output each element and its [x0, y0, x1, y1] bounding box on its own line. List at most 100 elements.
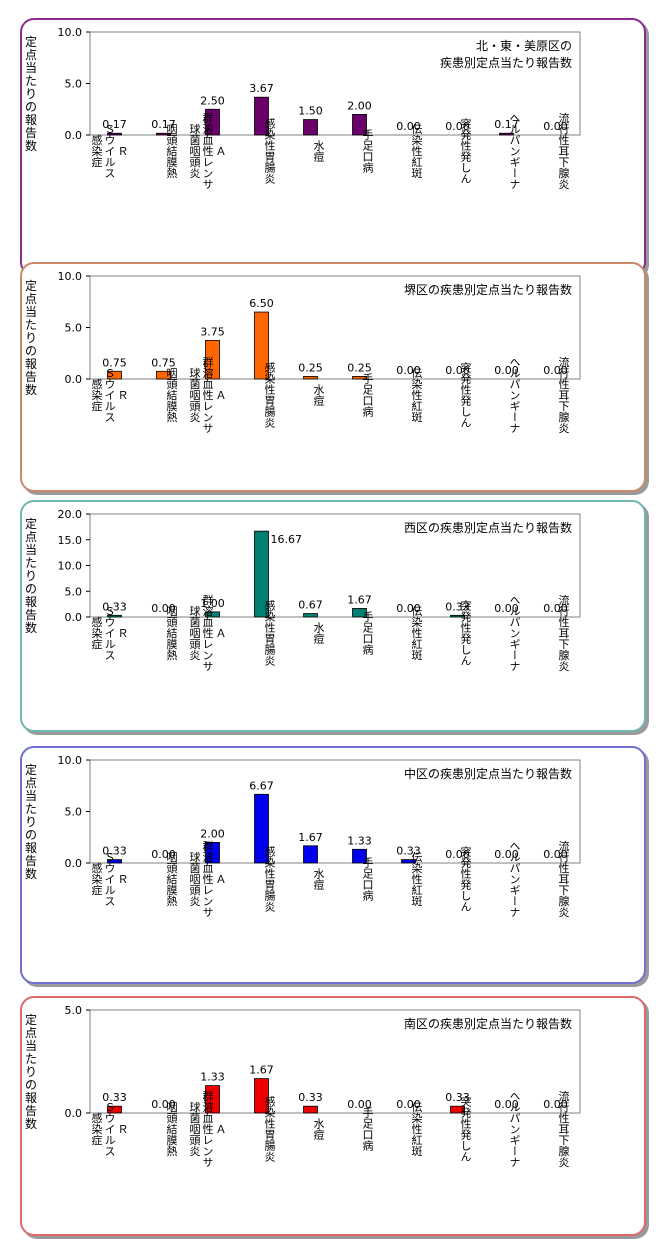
data-label: 0.00 — [543, 1098, 568, 1111]
data-label: 0.33 — [102, 845, 127, 858]
chart-frame — [20, 500, 646, 732]
category-label: 手足口病 — [361, 610, 374, 656]
category-label: 感染症 — [90, 378, 103, 412]
bar — [205, 842, 220, 864]
data-label: 0.75 — [151, 356, 176, 369]
chart-title: 疾患別定点当たり報告数 — [440, 55, 572, 70]
category-label: 手足口病 — [361, 1106, 374, 1152]
category-label: ヘルパンギーナ — [508, 357, 521, 434]
data-label: 1.67 — [249, 1064, 274, 1077]
category-label: 咽頭結膜熱 — [165, 851, 178, 907]
category-label: 伝染性紅斑 — [410, 367, 423, 423]
chart-title: 北・東・美原区の — [476, 39, 572, 53]
data-label: 0.25 — [298, 361, 323, 374]
category-label: Ａ — [214, 874, 227, 885]
category-label: 流行性耳下腺炎 — [557, 839, 570, 917]
data-label: 0.00 — [396, 120, 421, 133]
category-label: 伝染性紅斑 — [410, 1101, 423, 1157]
data-label: 0.75 — [102, 356, 127, 369]
bar — [156, 370, 171, 380]
y-tick-label: 0.0 — [65, 611, 83, 624]
category-label: 感染性胃腸炎 — [263, 846, 276, 912]
category-label: 球菌咽頭炎 — [188, 366, 201, 422]
category-label: ヘルパンギーナ — [508, 595, 521, 672]
y-tick-label: 5.0 — [65, 585, 83, 598]
bar — [107, 370, 122, 380]
category-label: Ｓウイルス — [103, 124, 116, 179]
bar — [303, 376, 318, 380]
y-tick-label: 10.0 — [58, 26, 83, 39]
category-label: ヘルパンギーナ — [508, 841, 521, 918]
category-label: Ｓウイルス — [103, 368, 116, 423]
bar — [499, 132, 514, 136]
category-label: 流行性耳下腺炎 — [557, 111, 570, 189]
bar — [254, 1078, 269, 1114]
y-axis-label: 定点当たりの報告数 — [24, 279, 37, 397]
category-label: Ａ — [214, 390, 227, 401]
bar — [352, 376, 367, 380]
bar — [107, 859, 122, 864]
category-label: 流行性耳下腺炎 — [557, 355, 570, 433]
category-label: 感染性胃腸炎 — [263, 600, 276, 666]
chart-frame — [20, 262, 646, 492]
data-label: 2.00 — [347, 99, 372, 112]
data-label: 0.33 — [445, 600, 470, 613]
chart-panel: 定点当たりの報告数 0.0 5.0 10.0 15.0 20.0 西区の疾患別定点当たり報告… — [0, 500, 660, 732]
category-label: 群溶血性レンサ — [201, 355, 214, 433]
category-label: 流行性耳下腺炎 — [557, 593, 570, 671]
data-label: 0.17 — [494, 118, 519, 131]
data-label: 1.33 — [200, 1071, 225, 1084]
category-label: 突発性発しん — [459, 361, 472, 428]
y-tick-label: 10.0 — [58, 754, 83, 767]
chart-title: 西区の疾患別定点当たり報告数 — [404, 520, 572, 535]
y-tick-label: 10.0 — [58, 560, 83, 573]
bar — [303, 119, 318, 136]
category-label: 咽頭結膜熱 — [165, 367, 178, 423]
bar — [107, 614, 122, 618]
category-label: Ａ — [214, 628, 227, 639]
y-axis-label: 定点当たりの報告数 — [24, 517, 37, 635]
bar — [450, 1105, 465, 1114]
category-label: 感染症 — [90, 616, 103, 650]
data-label: 2.50 — [200, 94, 225, 107]
data-label: 0.00 — [151, 1098, 176, 1111]
category-label: 感染症 — [90, 862, 103, 896]
data-label: 16.67 — [271, 533, 303, 546]
bar — [254, 530, 269, 618]
category-label: 手足口病 — [361, 372, 374, 418]
data-label: 1.33 — [347, 834, 372, 847]
data-label: 0.00 — [494, 1098, 519, 1111]
bar — [205, 108, 220, 136]
y-tick-label: 5.0 — [65, 806, 83, 819]
category-label: 突発性発しん — [459, 1095, 472, 1162]
y-axis-label: 定点当たりの報告数 — [24, 763, 37, 881]
category-label: 水痘 — [312, 1118, 325, 1141]
bar — [303, 613, 318, 618]
data-label: 0.00 — [347, 1098, 372, 1111]
bar — [205, 339, 220, 380]
category-label: 水痘 — [312, 384, 325, 407]
data-label: 0.00 — [543, 848, 568, 861]
y-tick-label: 0.0 — [65, 129, 83, 142]
bar — [107, 132, 122, 136]
category-label: 感染性胃腸炎 — [263, 362, 276, 428]
plot-area — [89, 1009, 581, 1114]
data-label: 0.00 — [494, 364, 519, 377]
y-tick-label: 0.0 — [65, 1107, 83, 1120]
data-label: 3.67 — [249, 82, 274, 95]
data-label: 0.00 — [151, 848, 176, 861]
data-label: 0.17 — [102, 118, 127, 131]
data-label: 0.00 — [494, 602, 519, 615]
y-axis-label: 定点当たりの報告数 — [24, 1013, 37, 1131]
category-label: 群溶血性レンサ — [201, 593, 214, 671]
chart-title: 南区の疾患別定点当たり報告数 — [404, 1016, 572, 1031]
chart-svg: 0.05.010.0北・東・美原区の疾患別定点当たり報告数0.17ＲＳウイルス感… — [58, 26, 581, 190]
y-axis-label: 定点当たりの報告数 — [24, 35, 37, 153]
chart-panel: 定点当たりの報告数 0.0 5.0 10.0 北・東・美原区の 疾患別定点当たり報告数 0.… — [0, 18, 660, 276]
chart-frame — [20, 746, 646, 984]
data-label: 0.00 — [151, 602, 176, 615]
bar — [303, 1105, 318, 1114]
data-label: 0.33 — [102, 600, 127, 613]
data-label: 1.67 — [298, 831, 323, 844]
category-label: 突発性発しん — [459, 599, 472, 666]
